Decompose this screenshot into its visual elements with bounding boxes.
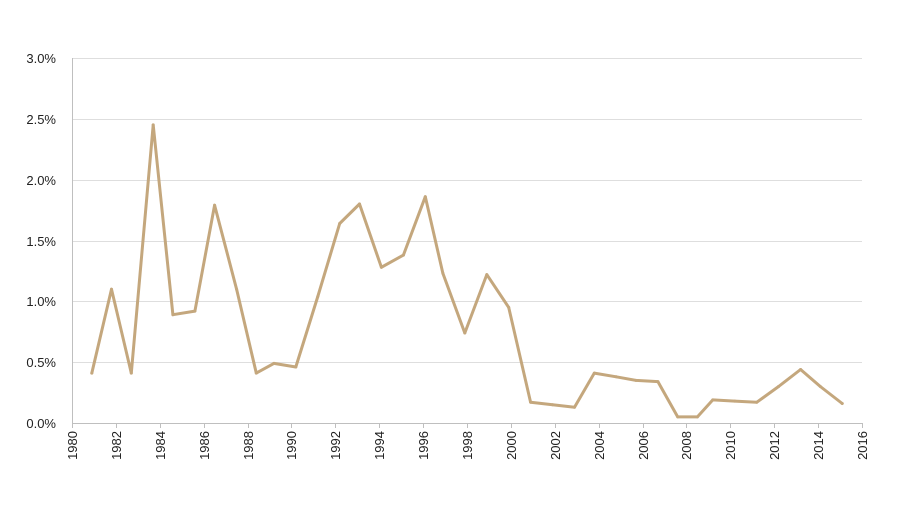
data-point	[676, 415, 680, 419]
x-tick-label: 2012	[767, 431, 782, 460]
y-tick-label: 0.0%	[26, 416, 56, 431]
x-tick-label: 2000	[504, 431, 519, 460]
x-tick-label: 2008	[679, 431, 694, 460]
x-tick-label: 2004	[592, 431, 607, 460]
data-point	[695, 415, 699, 419]
data-point	[634, 378, 638, 382]
x-axis-ticks: 1980 1982 1984 1986 1988 1990 1992 1994 1996 1998…	[65, 423, 870, 460]
x-tick-label: 1996	[416, 431, 431, 460]
x-tick-label: 2006	[636, 431, 651, 460]
x-tick-label: 1982	[109, 431, 124, 460]
x-tick-label: 1998	[460, 431, 475, 460]
y-tick-label: 2.0%	[26, 173, 56, 188]
data-point	[799, 368, 803, 371]
data-point	[777, 385, 781, 388]
data-point	[193, 309, 197, 313]
data-point	[840, 402, 844, 405]
x-tick-label: 2014	[811, 431, 826, 460]
data-point	[614, 375, 618, 379]
data-point	[755, 400, 759, 404]
data-point	[423, 195, 427, 199]
data-point	[129, 371, 133, 375]
data-point	[316, 295, 320, 298]
data-point	[733, 399, 737, 403]
data-point	[485, 273, 489, 277]
data-point	[711, 398, 715, 402]
x-tick-label: 1988	[241, 431, 256, 460]
data-point	[656, 380, 660, 384]
data-point	[358, 202, 361, 206]
data-point	[213, 203, 217, 207]
data-point	[151, 123, 155, 127]
y-tick-label: 3.0%	[26, 51, 56, 66]
data-point	[818, 385, 822, 388]
x-tick-label: 2010	[723, 431, 738, 460]
x-tick-label: 1980	[65, 431, 80, 460]
x-tick-label: 1992	[328, 431, 343, 460]
data-point	[254, 371, 258, 375]
data-point	[401, 253, 405, 257]
x-tick-label: 1994	[372, 431, 387, 460]
data-point	[379, 265, 383, 269]
data-point	[592, 371, 596, 375]
data-point	[529, 400, 533, 404]
series-layer	[90, 123, 844, 419]
y-tick-label: 0.5%	[26, 355, 56, 370]
data-point	[463, 331, 467, 335]
data-point	[235, 287, 239, 291]
x-tick-label: 1990	[284, 431, 299, 460]
y-axis-ticks: 0.0% 0.5% 1.0% 1.5% 2.0% 2.5% 3.0%	[26, 51, 56, 431]
data-point	[551, 403, 555, 407]
gridlines	[72, 58, 862, 424]
data-point	[294, 365, 298, 369]
data-point	[171, 313, 175, 317]
x-tick-label: 1984	[153, 431, 168, 460]
data-point	[507, 305, 511, 309]
y-tick-label: 1.5%	[26, 234, 56, 249]
data-point	[110, 287, 113, 291]
y-tick-label: 2.5%	[26, 112, 56, 127]
x-tick-label: 2002	[548, 431, 563, 460]
data-point	[272, 361, 276, 365]
y-tick-label: 1.0%	[26, 294, 56, 309]
x-tick-label: 1986	[197, 431, 212, 460]
data-point	[573, 405, 576, 409]
data-point	[338, 222, 342, 225]
data-point	[90, 371, 94, 375]
data-point	[441, 271, 445, 275]
x-tick-label: 2016	[855, 431, 870, 460]
series-line	[90, 123, 844, 419]
